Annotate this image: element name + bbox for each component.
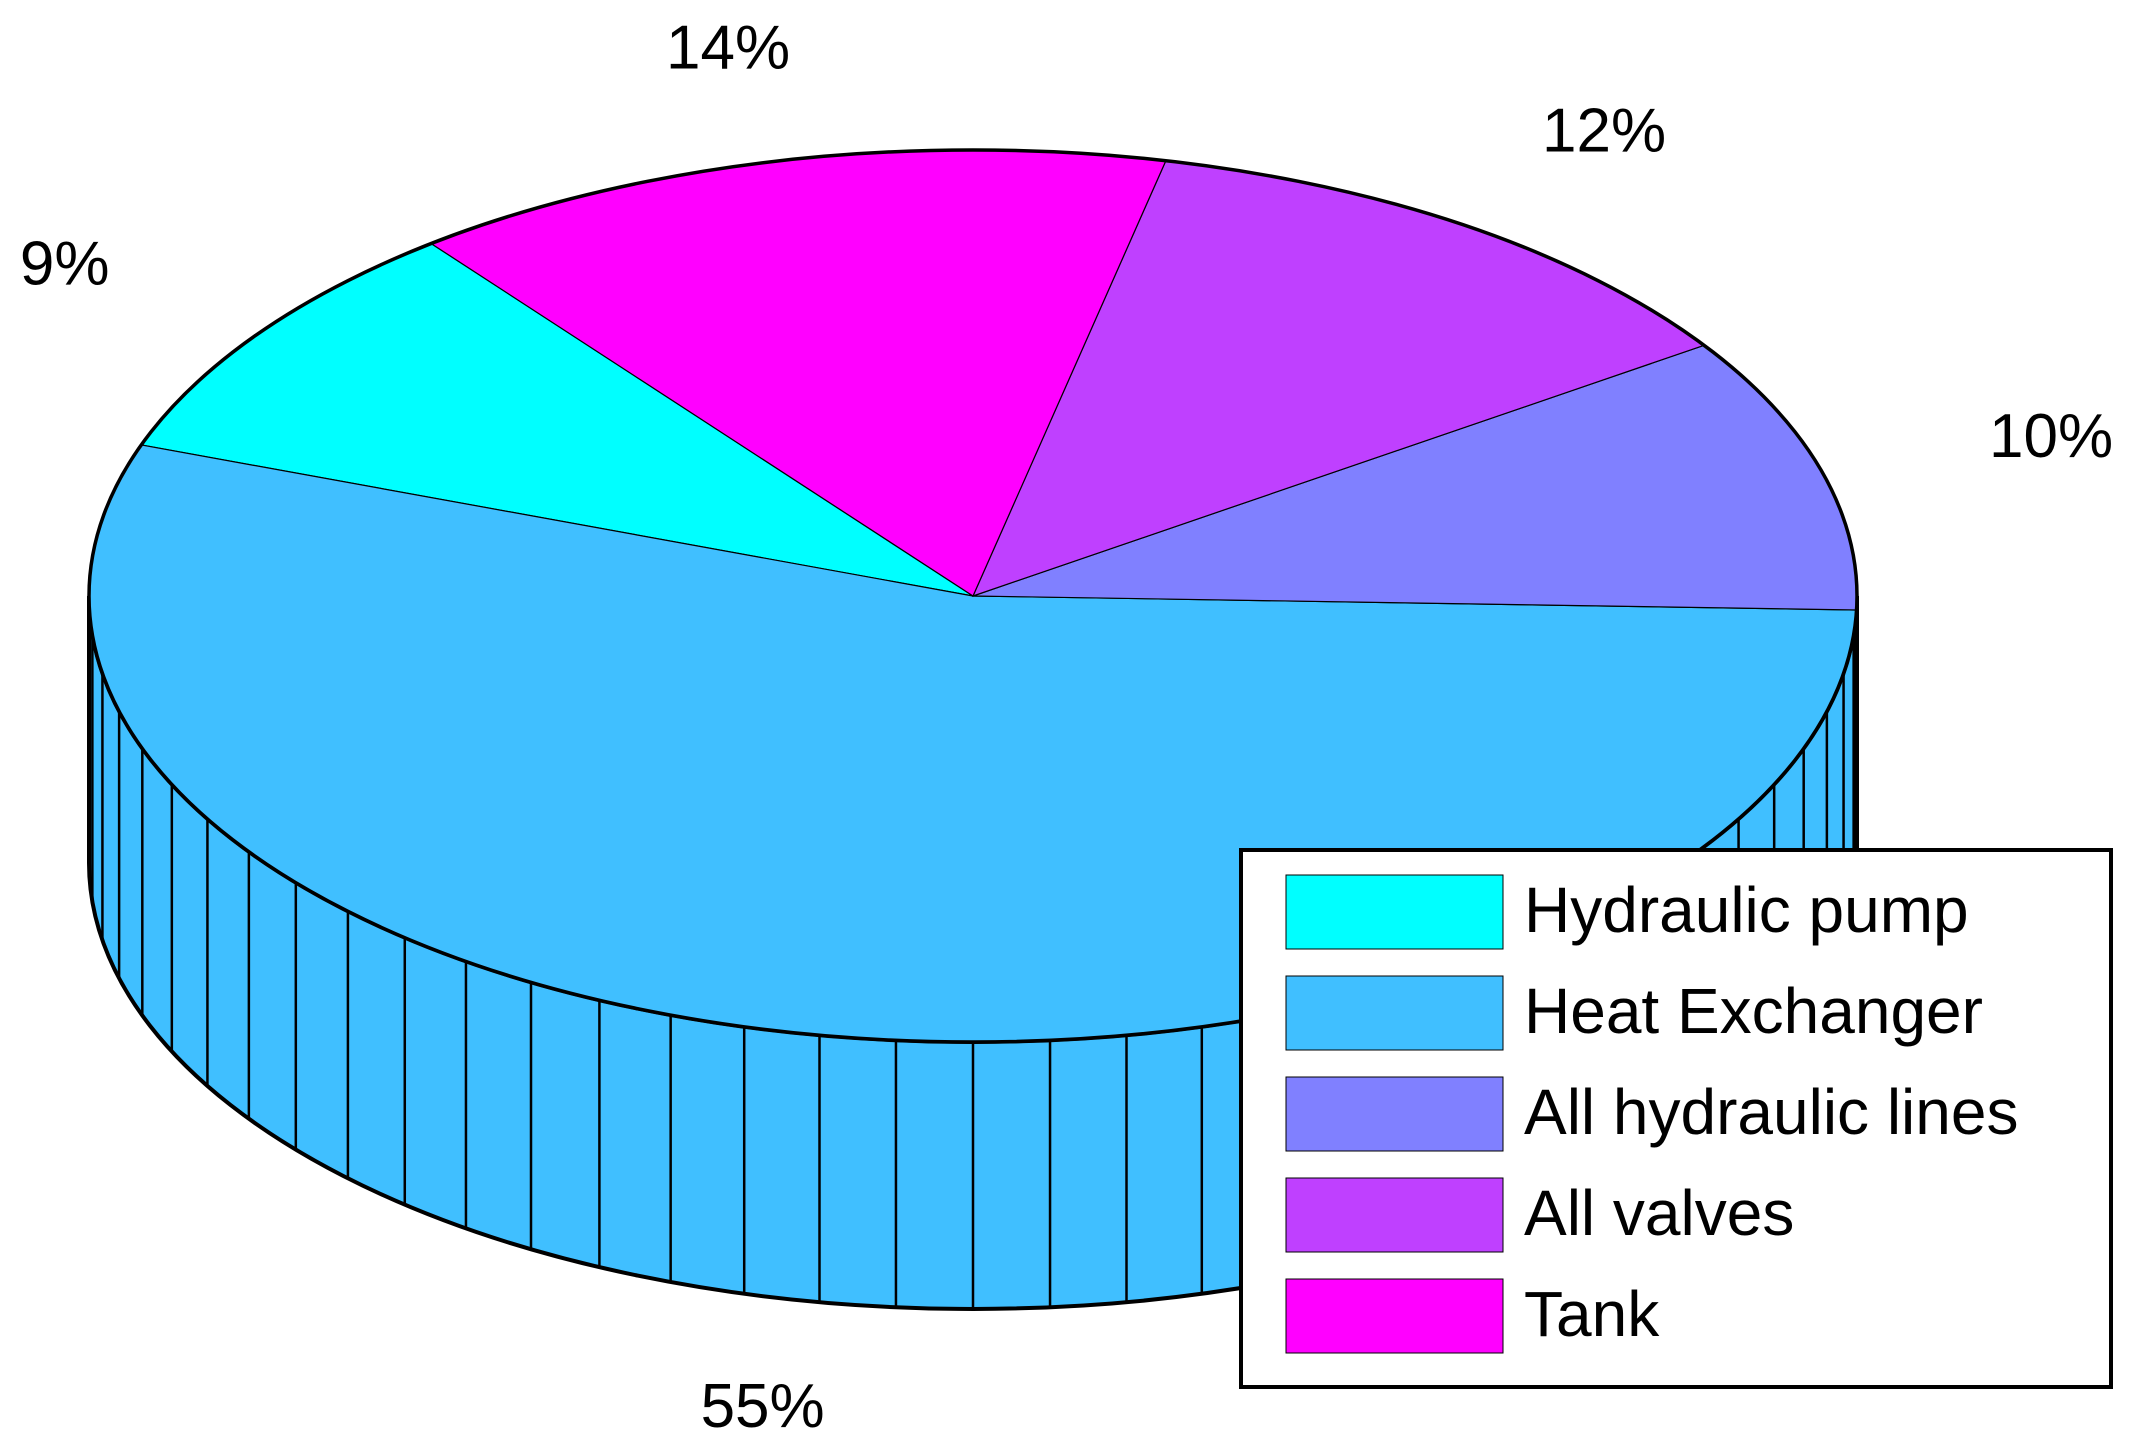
value-label: 14% — [666, 13, 790, 82]
legend-swatch — [1285, 975, 1504, 1051]
legend-label: Hydraulic pump — [1524, 874, 1969, 946]
value-label: 55% — [701, 1372, 825, 1441]
legend-label: Tank — [1524, 1278, 1660, 1350]
legend-label: All hydraulic lines — [1524, 1076, 2018, 1148]
legend-swatch — [1285, 874, 1504, 950]
legend: Hydraulic pump Heat Exchanger All hydrauli… — [1239, 848, 2113, 1389]
legend-swatch — [1285, 1278, 1504, 1354]
legend-swatch — [1285, 1177, 1504, 1253]
legend-label: All valves — [1524, 1177, 1794, 1249]
pie-rim — [87, 148, 1859, 1044]
value-labels: 9% 55% 10% 12% 14% — [20, 13, 2113, 1441]
legend-label: Heat Exchanger — [1524, 975, 1983, 1047]
value-label: 10% — [1989, 402, 2113, 471]
value-label: 9% — [20, 230, 110, 299]
legend-swatch — [1285, 1076, 1504, 1152]
value-label: 12% — [1542, 96, 1666, 165]
